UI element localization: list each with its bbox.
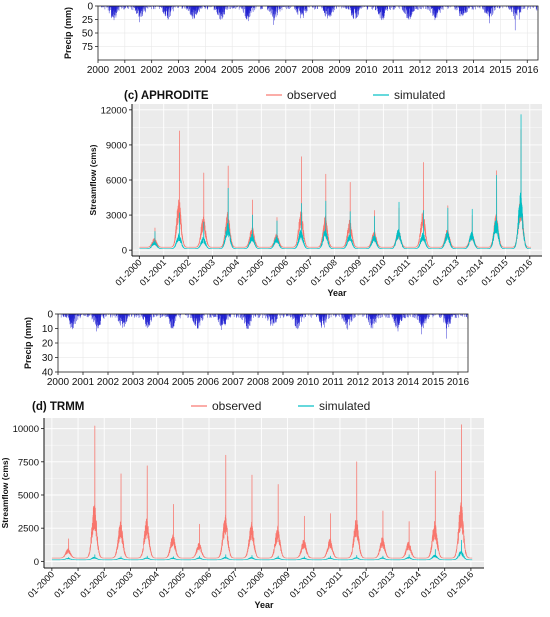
precip-xtick-label: 2004 [194, 65, 217, 76]
flow-xtick-label: 01-2006 [183, 569, 213, 599]
precip-xtick-label: 2010 [297, 377, 320, 388]
legend: observed simulated [191, 399, 370, 413]
precip-ytick-label: 75 [82, 42, 94, 53]
precip-xtick-label: 2005 [221, 65, 244, 76]
precip-xtick-label: 2006 [197, 377, 220, 388]
flow-xtick-label: 01-2008 [235, 569, 265, 599]
precip-xtick-label: 2005 [172, 377, 195, 388]
flow-xtick-label: 01-2003 [104, 569, 134, 599]
legend-label-observed: observed [287, 88, 336, 102]
precip-ytick-label: 30 [42, 353, 54, 364]
flow-ytick-label: 0 [34, 557, 39, 568]
flow-panel-flow_trmm: 02500500075001000001-200001-200101-20020… [0, 418, 484, 610]
legend-label-simulated: simulated [319, 399, 370, 413]
flow-xtick-label: 01-2005 [157, 569, 187, 599]
precip-xtick-label: 2010 [355, 65, 378, 76]
flow-xtick-label: 01-2007 [209, 569, 239, 599]
flow-ytick-label: 6000 [106, 176, 127, 187]
precip-ytick-label: 10 [42, 324, 54, 335]
precip-bars [99, 6, 539, 31]
precip-ytick-label: 25 [82, 15, 94, 26]
flow-xtick-label: 01-2000 [26, 569, 56, 599]
precip-xtick-label: 2011 [322, 377, 344, 388]
precip-xtick-label: 2002 [141, 65, 164, 76]
series-line-simulated [51, 539, 473, 561]
series-line-observed [51, 424, 473, 559]
flow-xtick-label: 01-2014 [393, 569, 423, 599]
precip-xtick-label: 2008 [302, 65, 325, 76]
series-line-observed [139, 129, 532, 248]
precip-xtick-label: 2016 [516, 65, 539, 76]
flow-ytick-label: 5000 [18, 490, 39, 501]
flow-ytick-label: 12000 [101, 105, 127, 116]
legend-label-observed: observed [212, 399, 261, 413]
precip-xtick-label: 2015 [489, 65, 512, 76]
flow-xlabel: Year [327, 288, 347, 298]
flow-ytick-label: 10000 [13, 424, 39, 435]
precip-xtick-label: 2001 [72, 377, 95, 388]
flow-xtick-label: 01-2012 [340, 569, 370, 599]
flow-ylabel: Streamflow (cms) [0, 457, 10, 528]
flow-xtick-label: 01-2011 [314, 569, 344, 599]
precip-xtick-label: 2004 [147, 377, 170, 388]
precip-xtick-label: 2013 [372, 377, 395, 388]
precip-xtick-label: 2014 [397, 377, 420, 388]
precip-xtick-label: 2003 [167, 65, 190, 76]
precip-ylabel: Precip (mm) [23, 317, 33, 369]
precip-ytick-label: 40 [42, 368, 54, 379]
precip-ytick-label: 20 [42, 339, 54, 350]
precip-ytick-label: 0 [87, 2, 93, 13]
precip-ylabel: Precip (mm) [63, 7, 73, 59]
precip-xtick-label: 2009 [272, 377, 295, 388]
flow-xtick-label: 01-2016 [445, 569, 475, 599]
precip-xtick-label: 2009 [328, 65, 351, 76]
flow-ytick-label: 7500 [18, 457, 39, 468]
precip-xtick-label: 2000 [87, 65, 110, 76]
flow-xtick-label: 01-2009 [262, 569, 292, 599]
flow-xtick-label: 01-2015 [419, 569, 449, 599]
precip-xtick-label: 2012 [347, 377, 370, 388]
precip-xtick-label: 2006 [248, 65, 271, 76]
precip-bars [58, 314, 469, 339]
precip-xtick-label: 2011 [382, 65, 404, 76]
flow-xtick-label: 01-2010 [357, 257, 387, 287]
precip-xtick-label: 2002 [97, 377, 120, 388]
flow-xtick-label: 01-2002 [78, 569, 108, 599]
precip-ytick-label: 50 [82, 29, 94, 40]
precip-xtick-label: 2007 [275, 65, 298, 76]
flow-ytick-label: 3000 [106, 211, 127, 222]
panel-title: (d) TRMM [32, 401, 84, 413]
legend-label-simulated: simulated [394, 88, 445, 102]
flow-panel-background [44, 418, 484, 568]
flow-xtick-label: 01-2001 [52, 569, 82, 599]
precip-ytick-label: 0 [47, 310, 53, 321]
precip-xtick-label: 2014 [462, 65, 485, 76]
flow-xtick-label: 01-2013 [366, 569, 396, 599]
precip-xtick-label: 2001 [114, 65, 137, 76]
precip-xtick-label: 2000 [47, 377, 70, 388]
panel-title: (c) APHRODITE [124, 90, 209, 102]
precip-xtick-label: 2016 [447, 377, 470, 388]
precip-panel-precip_aphrodite: 0 25 50 75 2000 2001 2002 2003 2004 2005 2006 2007 2… [63, 2, 539, 77]
flow-ytick-label: 0 [122, 246, 127, 257]
precip-xtick-label: 2003 [122, 377, 145, 388]
flow-panel-flow_aphrodite: 03000600090001200001-200001-200101-20020… [88, 104, 542, 298]
series-line-simulated [139, 114, 532, 250]
flow-xlabel: Year [254, 600, 274, 610]
flow-xtick-label: 01-2010 [288, 569, 318, 599]
flow-xtick-label: 01-2004 [131, 569, 161, 599]
precip-xtick-label: 2015 [422, 377, 445, 388]
flow-ylabel: Streamflow (cms) [88, 144, 98, 215]
legend: observed simulated [266, 88, 445, 102]
flow-xtick-label: 01-2016 [504, 257, 534, 287]
precip-xtick-label: 2012 [409, 65, 432, 76]
precip-xtick-label: 2013 [436, 65, 459, 76]
precip-xtick-label: 2007 [222, 377, 245, 388]
precip-xtick-label: 2008 [247, 377, 270, 388]
flow-ytick-label: 9000 [106, 140, 127, 151]
flow-ytick-label: 2500 [18, 524, 39, 535]
